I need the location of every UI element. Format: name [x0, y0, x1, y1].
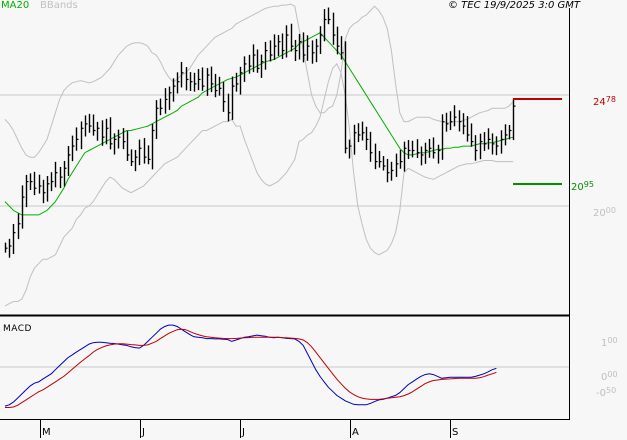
price-label-support: 2095: [571, 180, 594, 193]
x-label-may: M: [42, 427, 51, 438]
price-label-2000: 2000: [593, 206, 616, 219]
price-current-dec: 78: [605, 95, 616, 104]
x-label-aug: A: [352, 427, 359, 438]
chart-frame: [0, 8, 570, 438]
x-label-jun: J: [142, 427, 145, 438]
macd-line: [4, 324, 497, 407]
price-support-dec: 95: [583, 180, 594, 189]
macd-label-0: 000: [601, 370, 618, 383]
legend-bbands: BBands: [40, 0, 78, 11]
copyright-timestamp: © TEC 19/9/2025 3:0 GMT: [448, 0, 580, 11]
legend-ma20: MA20: [1, 0, 30, 11]
price-support-int: 20: [571, 182, 584, 193]
bbands-lower-line: [4, 63, 514, 307]
macd-axis-dec: 00: [607, 370, 618, 379]
x-label-jul: J: [242, 427, 245, 438]
macd-axis-int: 1: [601, 338, 608, 349]
macd-axis-int: 0: [601, 372, 608, 383]
macd-panel-title: MACD: [3, 324, 32, 334]
macd-signal-line: [5, 328, 497, 408]
macd-axis-dec: 50: [605, 386, 617, 395]
price-grid-dec: 00: [605, 206, 616, 215]
macd-axis-int: -0: [596, 388, 606, 399]
macd-axis-dec: 00: [607, 336, 618, 345]
price-panel: [0, 3, 569, 307]
x-label-sep: S: [452, 427, 459, 438]
price-grid-int: 20: [593, 208, 606, 219]
price-current-int: 24: [593, 97, 606, 108]
macd-label-neg: -050: [596, 386, 616, 399]
ma20-line: [4, 32, 514, 216]
price-label-current: 2478: [593, 95, 616, 108]
bbands-upper-line: [4, 3, 514, 158]
macd-panel: [0, 324, 569, 408]
macd-label-1: 100: [601, 336, 618, 349]
